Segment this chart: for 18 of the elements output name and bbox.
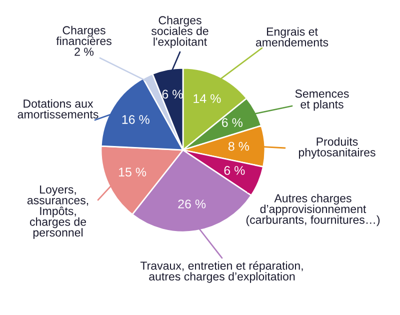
data-label: 16 % [122, 115, 150, 124]
data-label: 6 % [224, 166, 245, 175]
data-label: 26 % [178, 200, 206, 208]
data-label: 6 % [222, 118, 242, 128]
data-label: 14 % [194, 94, 221, 103]
slice-label: Semences et plants [295, 90, 349, 111]
slice-label: Charges financières [56, 26, 112, 46]
slice-label: Charges sociales de l'exploitant [151, 16, 208, 48]
data-label: 6 % [162, 90, 183, 99]
slice-label: Dotations aux amortissements [18, 99, 98, 118]
data-label: 15 % [118, 168, 146, 177]
data-label: 8 % [228, 142, 250, 151]
slice-label: Engrais et amendements [256, 27, 328, 46]
slice-label: Autres charges d’approvisionnement (carburants, fournitures…) [246, 194, 380, 226]
slice-label: Produits phytosanitaires [298, 137, 376, 159]
slice-label: Travaux, entretien et réparation, autres charges d’exploitation [140, 261, 303, 283]
data-label: 2 % [74, 48, 94, 56]
slice-label: Loyers, assurances, Impôts, charges de personnel [27, 186, 88, 239]
